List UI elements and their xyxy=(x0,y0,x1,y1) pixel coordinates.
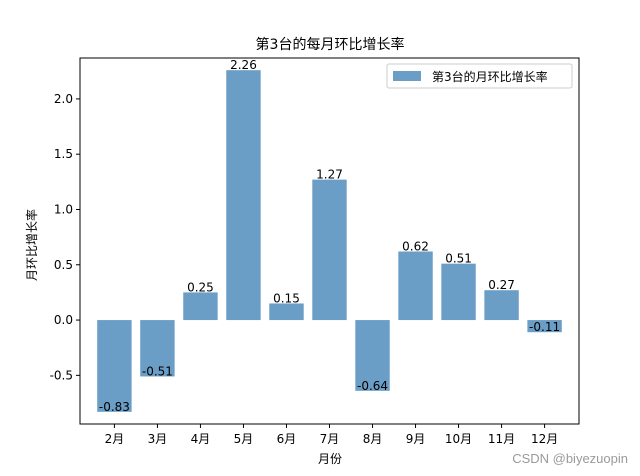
bar-11 xyxy=(527,320,562,333)
data-label: 0.51 xyxy=(445,252,472,266)
y-tick-label: -0.5 xyxy=(50,368,73,382)
legend-label: 第3台的月环比增长率 xyxy=(432,69,548,84)
data-label: -0.64 xyxy=(357,379,388,393)
legend: 第3台的月环比增长率 xyxy=(386,63,573,89)
y-tick-label: 1.0 xyxy=(54,202,73,216)
bar-5 xyxy=(269,303,304,321)
x-axis-label: 月份 xyxy=(318,452,342,466)
x-tick-label: 8月 xyxy=(363,432,383,446)
x-tick-label: 5月 xyxy=(234,432,254,446)
data-label: -0.51 xyxy=(142,364,173,378)
data-label: 0.25 xyxy=(187,280,214,294)
bar-3 xyxy=(183,292,218,321)
data-label: 2.26 xyxy=(230,58,257,72)
legend-swatch xyxy=(393,71,421,81)
y-tick-label: 0.5 xyxy=(54,258,73,272)
chart-title: 第3台的每月环比增长率 xyxy=(256,36,405,53)
x-tick-label: 3月 xyxy=(148,432,168,446)
data-label: 1.27 xyxy=(316,168,343,182)
y-tick-label: 2.0 xyxy=(54,92,73,106)
bar-4 xyxy=(226,70,261,321)
x-tick-label: 4月 xyxy=(191,432,211,446)
x-tick-label: 2月 xyxy=(105,432,125,446)
x-tick-label: 7月 xyxy=(320,432,340,446)
x-tick-label: 6月 xyxy=(277,432,297,446)
x-axis: 2月 3月 4月 5月 6月 7月 8月 9月 10月 11月 12月 xyxy=(105,424,558,446)
bar-8 xyxy=(398,251,433,321)
data-label: 0.62 xyxy=(402,240,429,254)
y-axis: -0.5 0.0 0.5 1.0 1.5 2.0 xyxy=(50,92,80,382)
bar-7 xyxy=(355,320,390,391)
y-tick-label: 1.5 xyxy=(54,147,73,161)
x-tick-label: 9月 xyxy=(406,432,426,446)
bars-group xyxy=(97,70,562,412)
data-labels-group: -0.83 -0.51 0.25 2.26 0.15 1.27 -0.64 0.62 0.51 0… xyxy=(99,58,560,414)
data-label: -0.83 xyxy=(99,400,130,414)
legend-box xyxy=(386,63,573,89)
bar-6 xyxy=(312,179,347,321)
data-label: -0.11 xyxy=(529,320,560,334)
x-tick-label: 11月 xyxy=(488,432,515,446)
x-tick-label: 10月 xyxy=(445,432,472,446)
bar-10 xyxy=(484,290,519,321)
bar-1 xyxy=(97,320,132,412)
y-tick-label: 0.0 xyxy=(54,313,73,327)
data-label: 0.15 xyxy=(273,291,300,305)
data-label: 0.27 xyxy=(488,278,515,292)
bar-2 xyxy=(140,320,175,377)
axes-frame xyxy=(79,57,580,425)
bar-9 xyxy=(441,263,476,321)
y-axis-label: 月环比增长率 xyxy=(24,209,39,281)
watermark: CSDN @biyezuopin xyxy=(512,451,628,466)
x-tick-label: 12月 xyxy=(531,432,558,446)
